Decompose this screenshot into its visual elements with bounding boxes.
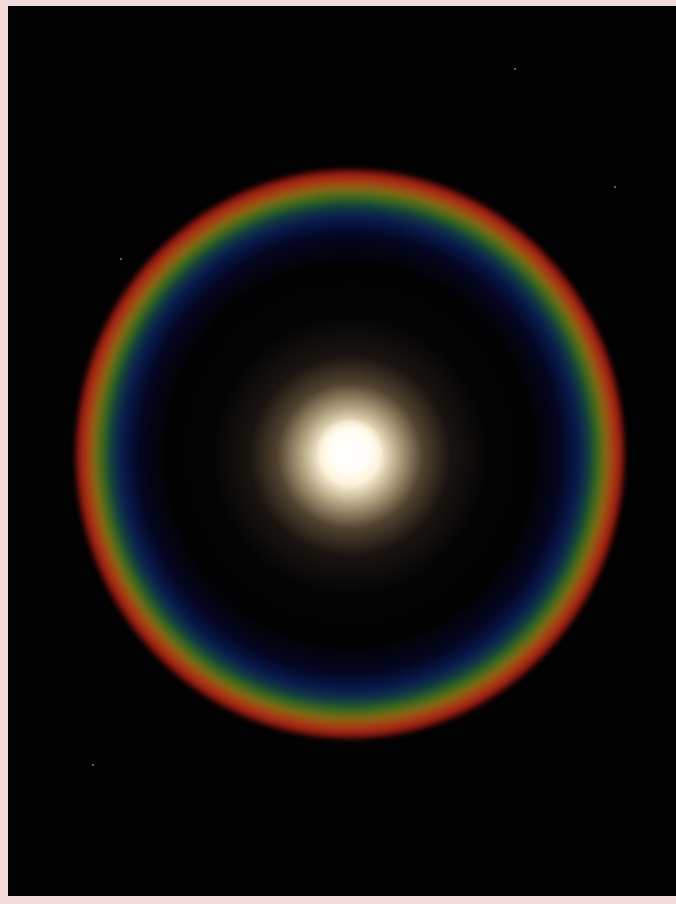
- star: [514, 68, 516, 70]
- night-sky-photo: [8, 6, 676, 896]
- star: [614, 186, 616, 188]
- star: [120, 258, 122, 260]
- star: [92, 764, 94, 766]
- light-source: [316, 418, 384, 486]
